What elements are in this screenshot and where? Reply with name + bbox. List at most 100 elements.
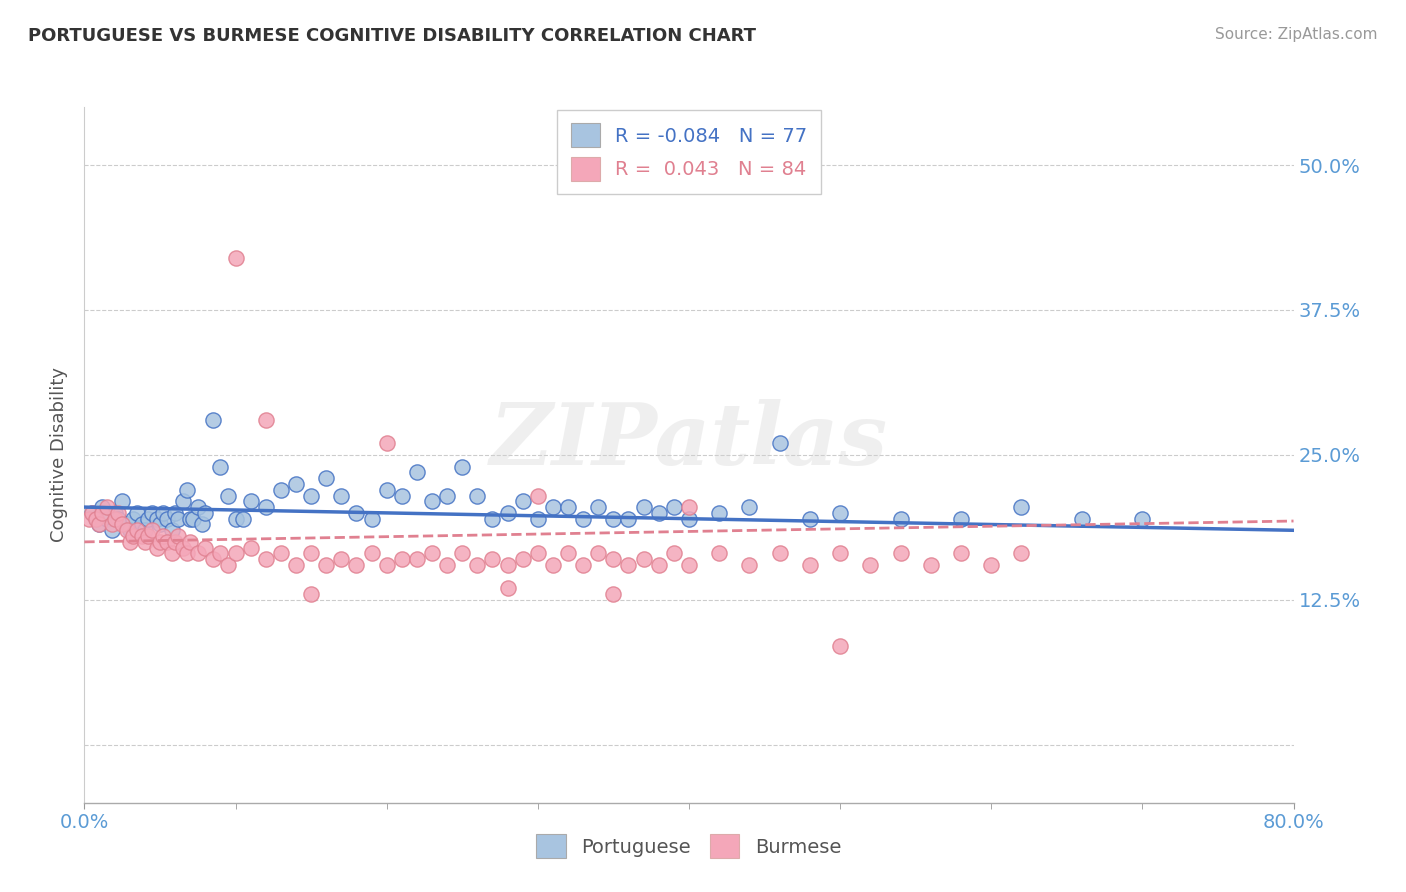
Point: [152, 506, 174, 520]
Point: [1011, 500, 1033, 514]
Point: [299, 546, 322, 561]
Point: [799, 511, 821, 525]
Point: [285, 476, 308, 491]
Point: [527, 546, 550, 561]
Point: [572, 558, 595, 573]
Point: [512, 552, 534, 566]
Point: [602, 587, 624, 601]
Point: [141, 523, 163, 537]
Point: [167, 511, 190, 525]
Point: [104, 506, 127, 520]
Point: [209, 546, 232, 561]
Point: [107, 506, 129, 520]
Point: [179, 534, 201, 549]
Point: [179, 511, 201, 525]
Point: [360, 546, 382, 561]
Point: [709, 546, 731, 561]
Point: [648, 506, 671, 520]
Point: [678, 558, 700, 573]
Point: [1011, 546, 1033, 561]
Point: [160, 546, 183, 561]
Point: [156, 511, 179, 525]
Point: [633, 552, 655, 566]
Point: [172, 494, 194, 508]
Point: [451, 459, 474, 474]
Point: [217, 558, 239, 573]
Point: [738, 500, 761, 514]
Point: [738, 558, 761, 573]
Point: [118, 534, 141, 549]
Point: [172, 541, 194, 555]
Point: [406, 466, 429, 480]
Point: [187, 546, 209, 561]
Point: [467, 489, 489, 503]
Text: ZIPatlas: ZIPatlas: [489, 400, 889, 483]
Point: [346, 558, 368, 573]
Point: [254, 552, 277, 566]
Point: [391, 489, 413, 503]
Point: [436, 558, 458, 573]
Point: [146, 541, 169, 555]
Point: [107, 511, 129, 525]
Point: [662, 546, 685, 561]
Point: [111, 517, 134, 532]
Text: Source: ZipAtlas.com: Source: ZipAtlas.com: [1215, 27, 1378, 42]
Point: [662, 500, 685, 514]
Point: [176, 546, 198, 561]
Point: [406, 552, 429, 566]
Point: [91, 506, 114, 520]
Point: [149, 517, 172, 532]
Point: [149, 534, 172, 549]
Point: [156, 534, 179, 549]
Point: [191, 517, 214, 532]
Point: [254, 413, 277, 427]
Point: [80, 506, 103, 520]
Legend: Portuguese, Burmese: Portuguese, Burmese: [524, 822, 853, 870]
Point: [617, 558, 640, 573]
Point: [100, 517, 122, 532]
Point: [201, 552, 224, 566]
Point: [678, 500, 700, 514]
Point: [239, 494, 262, 508]
Point: [285, 558, 308, 573]
Point: [194, 506, 217, 520]
Point: [176, 483, 198, 497]
Point: [127, 506, 149, 520]
Point: [496, 506, 519, 520]
Point: [557, 546, 579, 561]
Point: [330, 552, 353, 566]
Point: [527, 511, 550, 525]
Point: [89, 517, 111, 532]
Point: [602, 511, 624, 525]
Point: [541, 500, 564, 514]
Point: [541, 558, 564, 573]
Point: [391, 552, 413, 566]
Point: [209, 459, 232, 474]
Point: [496, 582, 519, 596]
Point: [420, 546, 443, 561]
Point: [436, 489, 458, 503]
Point: [89, 517, 111, 532]
Point: [950, 546, 973, 561]
Point: [86, 511, 108, 525]
Point: [512, 494, 534, 508]
Text: PORTUGUESE VS BURMESE COGNITIVE DISABILITY CORRELATION CHART: PORTUGUESE VS BURMESE COGNITIVE DISABILI…: [28, 27, 756, 45]
Point: [217, 489, 239, 503]
Point: [588, 500, 610, 514]
Point: [254, 500, 277, 514]
Point: [141, 506, 163, 520]
Point: [830, 639, 852, 653]
Point: [100, 523, 122, 537]
Point: [270, 546, 292, 561]
Point: [131, 517, 153, 532]
Point: [225, 511, 247, 525]
Point: [77, 511, 100, 525]
Point: [890, 511, 912, 525]
Point: [617, 511, 640, 525]
Point: [80, 506, 103, 520]
Point: [239, 541, 262, 555]
Point: [111, 494, 134, 508]
Point: [451, 546, 474, 561]
Point: [859, 558, 882, 573]
Point: [375, 558, 398, 573]
